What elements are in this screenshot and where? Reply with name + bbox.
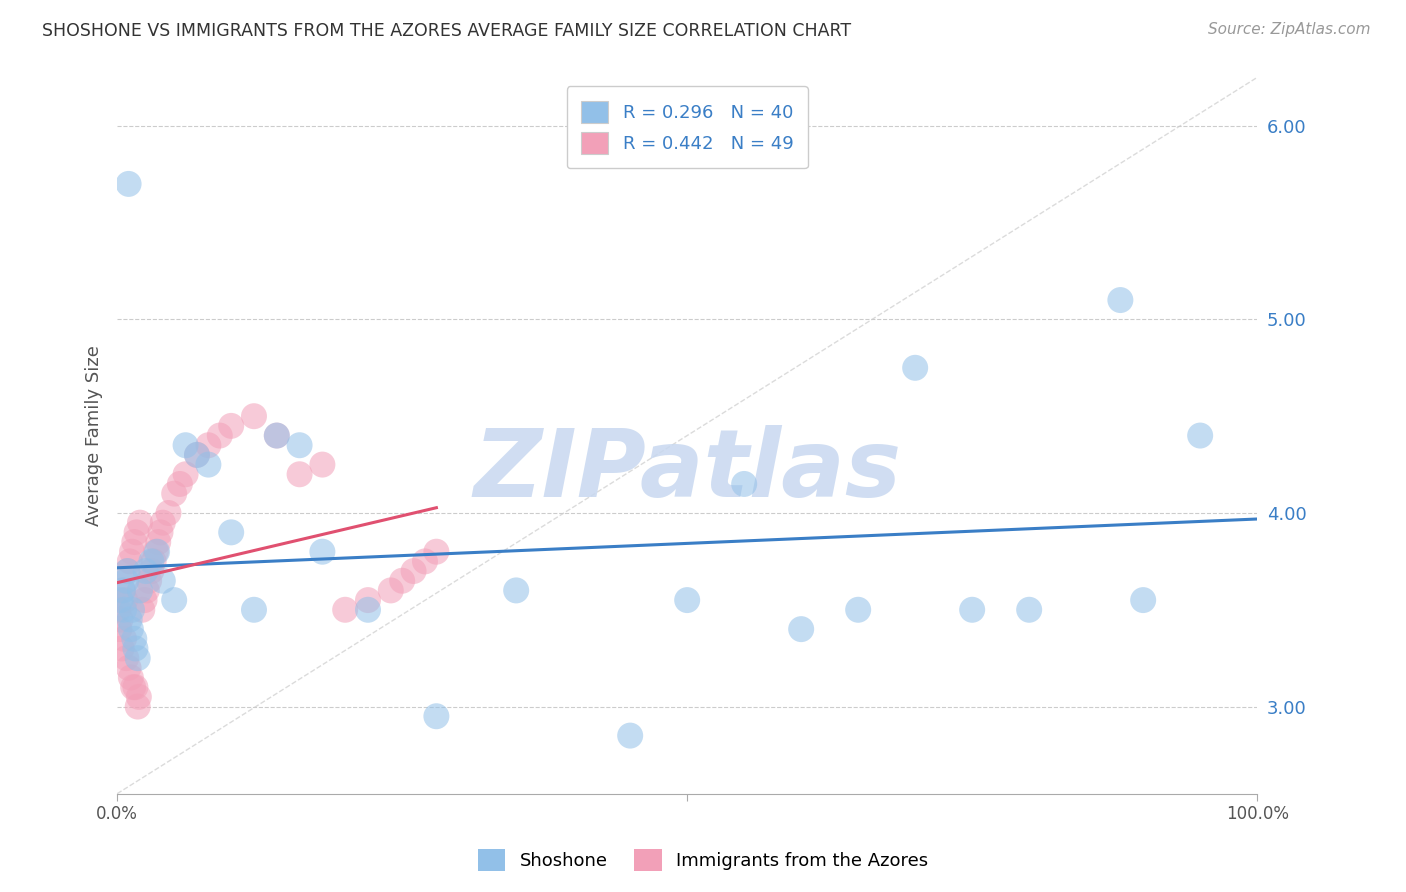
Point bbox=[1018, 603, 1040, 617]
Point bbox=[152, 574, 174, 588]
Point bbox=[1109, 293, 1132, 307]
Point bbox=[108, 622, 131, 636]
Point bbox=[219, 525, 242, 540]
Point bbox=[1132, 593, 1154, 607]
Point bbox=[149, 525, 172, 540]
Point bbox=[1189, 428, 1212, 442]
Point bbox=[733, 477, 755, 491]
Point bbox=[402, 564, 425, 578]
Point bbox=[131, 603, 153, 617]
Point bbox=[904, 360, 927, 375]
Point bbox=[960, 603, 983, 617]
Point bbox=[120, 622, 142, 636]
Point bbox=[114, 593, 136, 607]
Point bbox=[120, 671, 142, 685]
Point bbox=[110, 612, 132, 626]
Point bbox=[208, 428, 231, 442]
Point bbox=[141, 564, 163, 578]
Point bbox=[124, 641, 146, 656]
Point bbox=[135, 583, 157, 598]
Point bbox=[127, 699, 149, 714]
Point bbox=[186, 448, 208, 462]
Point bbox=[311, 545, 333, 559]
Point bbox=[288, 438, 311, 452]
Point bbox=[169, 477, 191, 491]
Point bbox=[110, 593, 132, 607]
Point bbox=[790, 622, 813, 636]
Point bbox=[115, 574, 138, 588]
Point bbox=[413, 554, 436, 568]
Point bbox=[186, 448, 208, 462]
Point bbox=[425, 709, 447, 723]
Point bbox=[145, 545, 167, 559]
Text: SHOSHONE VS IMMIGRANTS FROM THE AZORES AVERAGE FAMILY SIZE CORRELATION CHART: SHOSHONE VS IMMIGRANTS FROM THE AZORES A… bbox=[42, 22, 851, 40]
Point bbox=[174, 438, 197, 452]
Point bbox=[121, 603, 143, 617]
Text: ZIPatlas: ZIPatlas bbox=[472, 425, 901, 517]
Point bbox=[391, 574, 413, 588]
Point bbox=[163, 593, 186, 607]
Point bbox=[112, 603, 135, 617]
Point bbox=[619, 729, 641, 743]
Legend: Shoshone, Immigrants from the Azores: Shoshone, Immigrants from the Azores bbox=[471, 842, 935, 879]
Point bbox=[112, 632, 135, 646]
Point bbox=[357, 593, 380, 607]
Point bbox=[117, 661, 139, 675]
Point bbox=[124, 680, 146, 694]
Point bbox=[122, 680, 145, 694]
Point bbox=[129, 516, 152, 530]
Point bbox=[311, 458, 333, 472]
Point bbox=[197, 458, 219, 472]
Point bbox=[121, 545, 143, 559]
Point bbox=[117, 564, 139, 578]
Point bbox=[425, 545, 447, 559]
Point bbox=[163, 486, 186, 500]
Point bbox=[335, 603, 357, 617]
Point bbox=[676, 593, 699, 607]
Point bbox=[142, 554, 165, 568]
Point bbox=[111, 583, 134, 598]
Y-axis label: Average Family Size: Average Family Size bbox=[86, 345, 103, 526]
Point bbox=[505, 583, 527, 598]
Point bbox=[111, 641, 134, 656]
Point bbox=[219, 418, 242, 433]
Point bbox=[129, 583, 152, 598]
Point bbox=[266, 428, 288, 442]
Point bbox=[111, 583, 134, 598]
Point bbox=[118, 612, 141, 626]
Point bbox=[115, 651, 138, 665]
Point bbox=[138, 574, 160, 588]
Legend: R = 0.296   N = 40, R = 0.442   N = 49: R = 0.296 N = 40, R = 0.442 N = 49 bbox=[567, 87, 808, 169]
Point bbox=[357, 603, 380, 617]
Point bbox=[174, 467, 197, 482]
Point bbox=[124, 535, 146, 549]
Point bbox=[197, 438, 219, 452]
Text: Source: ZipAtlas.com: Source: ZipAtlas.com bbox=[1208, 22, 1371, 37]
Point bbox=[117, 564, 139, 578]
Point bbox=[128, 690, 150, 704]
Point bbox=[117, 177, 139, 191]
Point bbox=[134, 593, 156, 607]
Point bbox=[266, 428, 288, 442]
Point bbox=[157, 506, 180, 520]
Point bbox=[243, 603, 266, 617]
Point bbox=[148, 535, 170, 549]
Point bbox=[135, 564, 157, 578]
Point bbox=[127, 651, 149, 665]
Point bbox=[288, 467, 311, 482]
Point bbox=[118, 554, 141, 568]
Point bbox=[107, 603, 129, 617]
Point bbox=[152, 516, 174, 530]
Point bbox=[141, 554, 163, 568]
Point bbox=[146, 545, 169, 559]
Point bbox=[380, 583, 402, 598]
Point bbox=[125, 525, 148, 540]
Point bbox=[124, 632, 146, 646]
Point bbox=[846, 603, 869, 617]
Point bbox=[243, 409, 266, 424]
